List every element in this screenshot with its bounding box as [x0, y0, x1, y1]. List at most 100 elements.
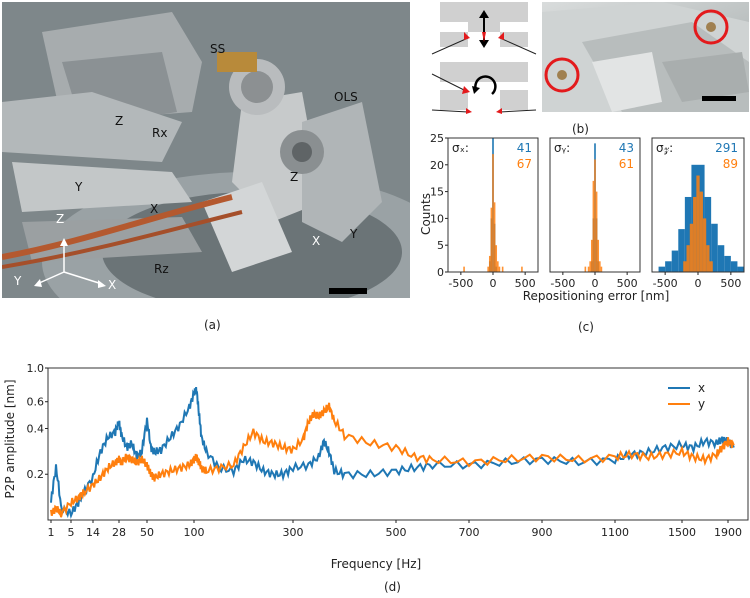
hist-sigma-value-blue: 43	[619, 141, 634, 155]
hist-bar	[599, 261, 601, 272]
hist-xtick-label: 500	[515, 277, 536, 290]
hist-yticks: 0 5 10 15 20 25	[430, 134, 448, 279]
line-axes: 0.2 0.4 0.6 1.0 1 5 14 28 50 100 300 500 700 900 1100 1…	[27, 362, 749, 539]
line-xtick-label: 28	[112, 526, 126, 539]
hist-bar	[671, 250, 679, 272]
label-axis-x: X	[108, 278, 117, 292]
hist-ytick-label: 10	[430, 212, 444, 225]
hist-bar	[495, 245, 498, 272]
hist-bar	[488, 255, 491, 272]
line-series-x	[50, 387, 735, 519]
label-axis-z: Z	[56, 212, 65, 226]
label-rz: Rz	[154, 262, 169, 276]
hist-sigma-label: σₓ:	[452, 141, 469, 155]
hist-sigma-value-blue: 41	[517, 141, 532, 155]
caption-b: (b)	[572, 122, 589, 136]
hist-xtick-label: 0	[490, 277, 497, 290]
hist-bar	[492, 154, 494, 272]
legend-label-x: x	[698, 381, 705, 395]
hist-ytick-label: 0	[437, 266, 444, 279]
hist-xtick-label: -500	[550, 277, 575, 290]
hist-bar	[497, 261, 499, 272]
hist-bar	[595, 191, 598, 272]
hist-bar	[704, 196, 712, 272]
legend-label-y: y	[698, 397, 705, 411]
hist-bar	[702, 218, 707, 272]
hist-xtick-label: 500	[720, 277, 741, 290]
hist-bar	[709, 261, 713, 272]
hist-subplot: -500 0 500 σᵧ: 43 61	[549, 137, 641, 290]
hist-bar	[594, 159, 596, 272]
hist-bar	[696, 175, 700, 272]
hist-bar	[498, 266, 501, 272]
label-y-left: Y	[75, 180, 83, 194]
line-xtick-label: 1	[48, 526, 55, 539]
line-xtick-label: 1900	[714, 526, 742, 539]
hist-sigma-label: σᵧ:	[554, 141, 570, 155]
histogram-chart: Counts Repositioning error [nm] 0 5 10 15 20…	[419, 134, 745, 303]
hist-ytick-label: 20	[430, 159, 444, 172]
label-y-right: Y	[350, 227, 358, 241]
line-xtick-label: 1500	[668, 526, 696, 539]
photo-kinematic-contacts	[542, 2, 749, 112]
hist-xtick-label: 0	[695, 277, 702, 290]
hist-bar	[730, 261, 738, 272]
label-ols: OLS	[334, 90, 358, 104]
hist-bar	[592, 180, 595, 272]
label-axis-y: Y	[14, 274, 22, 288]
caption-a: (a)	[204, 318, 221, 332]
label-x-left: X	[150, 202, 159, 216]
line-frame	[47, 367, 749, 521]
hist-xtick-label: 500	[617, 277, 638, 290]
hist-sigma-label: σ𝓏:	[656, 141, 673, 155]
hist-xtick-label: -500	[448, 277, 473, 290]
hist-xlabel: Repositioning error [nm]	[523, 289, 670, 303]
line-xtick-label: 14	[86, 526, 100, 539]
line-xtick-label: 50	[140, 526, 154, 539]
line-xtick-label: 700	[459, 526, 480, 539]
hist-ylabel: Counts	[419, 193, 433, 235]
line-xtick-label: 900	[532, 526, 553, 539]
hist-bar	[737, 266, 744, 272]
hist-xtick-label: 0	[592, 277, 599, 290]
hist-bar	[493, 202, 496, 272]
line-series	[50, 387, 735, 519]
p2p-amplitude-chart: P2P amplitude [nm] Frequency [Hz] 0.2 0.4…	[3, 362, 749, 571]
hist-bar	[501, 266, 504, 272]
schematic-kinematic-mount	[431, 2, 537, 114]
line-ytick-label: 0.4	[27, 422, 45, 435]
label-x-right: X	[312, 234, 321, 248]
hist-ytick-label: 15	[430, 186, 444, 199]
label-z-right: Z	[290, 170, 299, 184]
hist-ytick-label: 25	[430, 134, 444, 145]
hist-bar	[587, 266, 590, 272]
hist-bar	[487, 266, 489, 272]
line-series-y	[50, 402, 735, 518]
hist-bar	[678, 229, 685, 272]
hist-sigma-value-orange: 61	[619, 157, 634, 171]
hist-bar	[658, 266, 666, 272]
label-ss: SS	[210, 42, 226, 56]
hist-bar	[597, 239, 600, 272]
line-ytick-label: 0.6	[27, 396, 45, 409]
hist-xtick-label: -500	[653, 277, 678, 290]
hist-bar	[706, 245, 710, 272]
hist-bar	[589, 261, 591, 272]
hist-bar	[699, 191, 703, 272]
hist-bar	[717, 245, 725, 272]
caption-c: (c)	[578, 320, 594, 334]
hist-bar	[590, 239, 593, 272]
hist-bar	[521, 266, 523, 272]
hist-subplot: -500 0 500 σ𝓏: 291 89	[651, 137, 745, 290]
line-xtick-label: 1100	[601, 526, 629, 539]
line-legend: xy	[668, 381, 705, 411]
hist-bar	[689, 223, 694, 272]
line-ylabel: P2P amplitude [nm]	[3, 379, 17, 498]
hist-sigma-value-blue: 291	[715, 141, 738, 155]
hist-plots: -500 0 500 σₓ: 41 67 -500 0 500 σᵧ: 43 61 -500 0 500 σ𝓏…	[447, 137, 745, 290]
hist-bar	[724, 255, 731, 272]
hist-bar	[683, 261, 687, 272]
hist-ytick-label: 5	[437, 239, 444, 252]
label-rx: Rx	[152, 126, 168, 140]
photo-drawing	[2, 2, 410, 298]
